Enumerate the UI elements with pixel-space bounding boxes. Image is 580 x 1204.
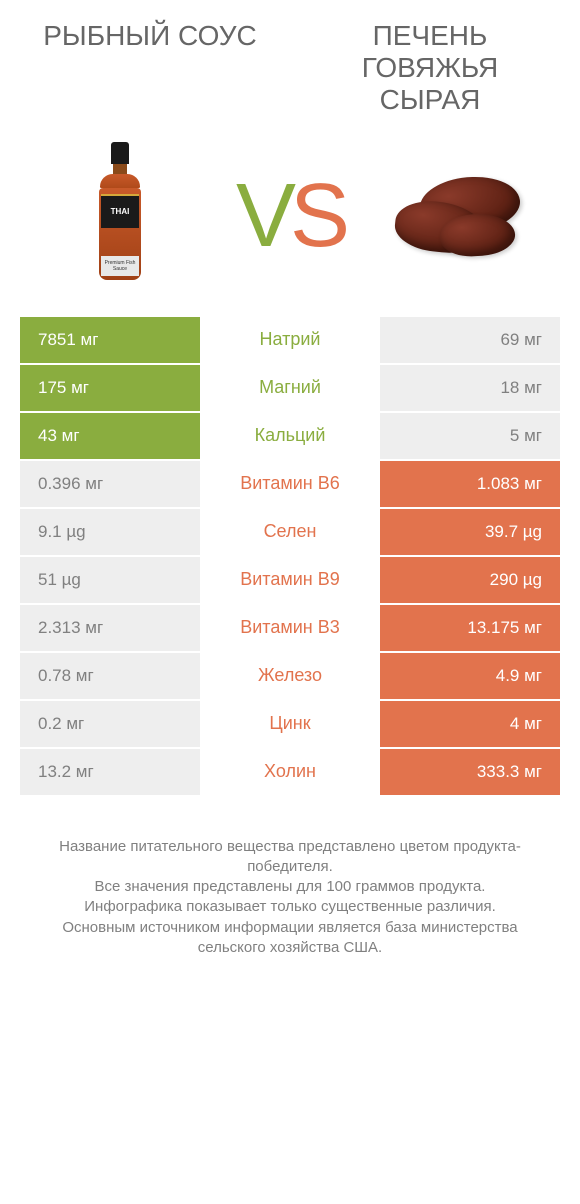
nutrient-label: Витамин B6 xyxy=(200,461,380,507)
footnote-line: Инфографика показывает только существенн… xyxy=(40,897,540,917)
vs-v: V xyxy=(236,165,290,268)
vs-label: VS xyxy=(236,165,344,268)
right-value-cell: 290 µg xyxy=(380,557,560,603)
left-value-cell: 43 мг xyxy=(20,413,200,459)
comparison-table: 7851 мгНатрий69 мг175 мгМагний18 мг43 мг… xyxy=(20,317,560,797)
left-value-cell: 2.313 мг xyxy=(20,605,200,651)
nutrient-label: Холин xyxy=(200,749,380,795)
nutrient-label: Цинк xyxy=(200,701,380,747)
table-row: 13.2 мгХолин333.3 мг xyxy=(20,749,560,797)
table-row: 2.313 мгВитамин B313.175 мг xyxy=(20,605,560,653)
vs-s: S xyxy=(290,165,344,268)
right-value-cell: 4 мг xyxy=(380,701,560,747)
table-row: 51 µgВитамин B9290 µg xyxy=(20,557,560,605)
left-product-image: THAI Premium Fish Sauce xyxy=(40,137,200,297)
left-value-cell: 7851 мг xyxy=(20,317,200,363)
left-value-cell: 9.1 µg xyxy=(20,509,200,555)
left-value-cell: 13.2 мг xyxy=(20,749,200,795)
left-product-title: РЫБНЫЙ СОУС xyxy=(40,20,260,52)
table-row: 0.2 мгЦинк4 мг xyxy=(20,701,560,749)
left-value-cell: 0.396 мг xyxy=(20,461,200,507)
bottle-sub-label: Premium Fish Sauce xyxy=(101,256,139,276)
nutrient-label: Селен xyxy=(200,509,380,555)
left-value-cell: 51 µg xyxy=(20,557,200,603)
bottle-brand-label: THAI xyxy=(101,194,139,228)
nutrient-label: Витамин B3 xyxy=(200,605,380,651)
right-value-cell: 69 мг xyxy=(380,317,560,363)
left-value-cell: 0.78 мг xyxy=(20,653,200,699)
footnote-line: Основным источником информации является … xyxy=(40,918,540,959)
table-row: 0.78 мгЖелезо4.9 мг xyxy=(20,653,560,701)
right-product-title: ПЕЧЕНЬ ГОВЯЖЬЯ СЫРАЯ xyxy=(320,20,540,117)
footnote-line: Все значения представлены для 100 граммо… xyxy=(40,877,540,897)
table-row: 0.396 мгВитамин B61.083 мг xyxy=(20,461,560,509)
nutrient-label: Кальций xyxy=(200,413,380,459)
left-value-cell: 0.2 мг xyxy=(20,701,200,747)
infographic-container: РЫБНЫЙ СОУС ПЕЧЕНЬ ГОВЯЖЬЯ СЫРАЯ THAI Pr… xyxy=(0,0,580,958)
nutrient-label: Натрий xyxy=(200,317,380,363)
right-value-cell: 4.9 мг xyxy=(380,653,560,699)
right-value-cell: 5 мг xyxy=(380,413,560,459)
right-value-cell: 39.7 µg xyxy=(380,509,560,555)
fish-sauce-bottle-icon: THAI Premium Fish Sauce xyxy=(95,142,145,292)
right-value-cell: 1.083 мг xyxy=(380,461,560,507)
right-value-cell: 333.3 мг xyxy=(380,749,560,795)
table-row: 43 мгКальций5 мг xyxy=(20,413,560,461)
table-row: 7851 мгНатрий69 мг xyxy=(20,317,560,365)
table-row: 175 мгМагний18 мг xyxy=(20,365,560,413)
nutrient-label: Витамин B9 xyxy=(200,557,380,603)
hero-row: THAI Premium Fish Sauce VS xyxy=(20,127,560,317)
beef-liver-icon xyxy=(385,172,535,262)
right-value-cell: 13.175 мг xyxy=(380,605,560,651)
nutrient-label: Железо xyxy=(200,653,380,699)
right-product-image xyxy=(380,137,540,297)
right-value-cell: 18 мг xyxy=(380,365,560,411)
footnote-line: Название питательного вещества представл… xyxy=(40,837,540,878)
footnote: Название питательного вещества представл… xyxy=(20,797,560,959)
left-value-cell: 175 мг xyxy=(20,365,200,411)
table-row: 9.1 µgСелен39.7 µg xyxy=(20,509,560,557)
header: РЫБНЫЙ СОУС ПЕЧЕНЬ ГОВЯЖЬЯ СЫРАЯ xyxy=(20,20,560,127)
nutrient-label: Магний xyxy=(200,365,380,411)
